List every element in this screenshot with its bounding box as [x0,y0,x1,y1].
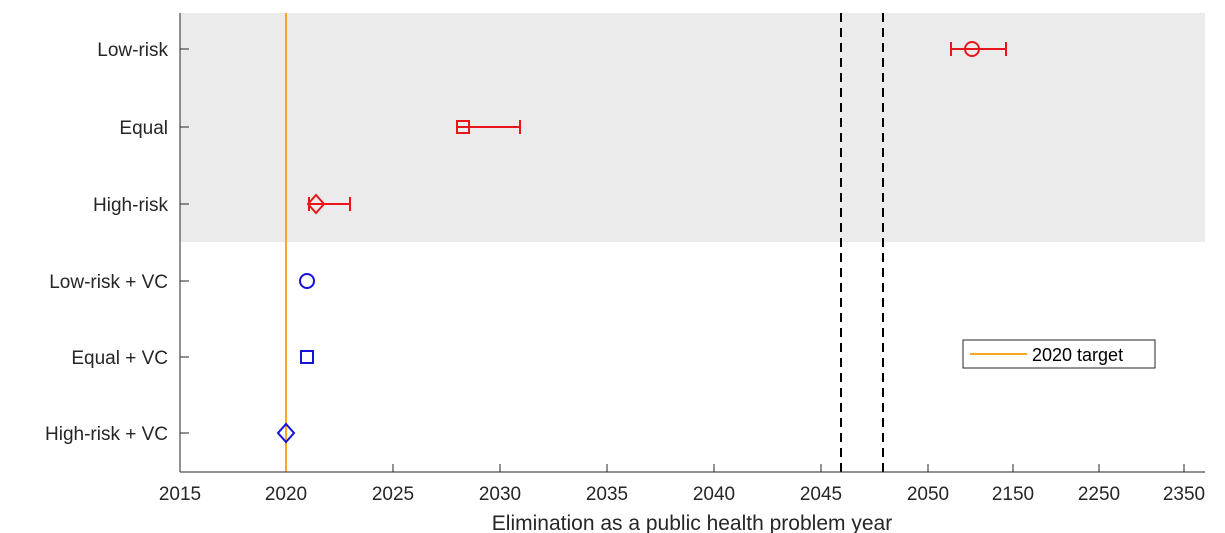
point-circle [964,41,980,57]
axis-break-lines [840,13,884,472]
category-label: Low-risk [97,40,168,61]
x-tick-label: 2350 [1163,484,1205,505]
category-label: High-risk + VC [45,424,168,445]
point-circle [299,273,315,289]
x-tick-label: 2250 [1078,484,1120,505]
x-axis-ticks: 2015 2020 2025 2030 2035 2040 2045 2050 2150 2250… [159,464,1205,505]
x-tick-label: 2030 [479,484,521,505]
shaded-region [180,13,1205,242]
x-tick-label: 2025 [372,484,414,505]
x-tick-label: 2150 [992,484,1034,505]
point-diamond [306,193,326,215]
x-tick-label: 2015 [159,484,201,505]
point-square [300,350,314,364]
category-label: High-risk [93,195,168,216]
data-marks [276,41,1007,444]
x-tick-label: 2035 [586,484,628,505]
legend: 2020 target [962,339,1156,369]
category-label: Low-risk + VC [49,272,168,293]
point-diamond [276,422,296,444]
x-tick-label: 2050 [907,484,949,505]
category-labels: Low-risk Equal High-risk Low-risk + VC Equal… [45,40,189,445]
legend-label: 2020 target [1032,345,1123,365]
category-label: Equal + VC [71,348,168,369]
category-label: Equal [119,118,168,139]
x-axis-title: Elimination as a public health problem y… [492,512,892,533]
x-tick-label: 2040 [693,484,735,505]
point-square [456,120,470,134]
x-tick-label: 2020 [265,484,307,505]
x-tick-label: 2045 [800,484,842,505]
